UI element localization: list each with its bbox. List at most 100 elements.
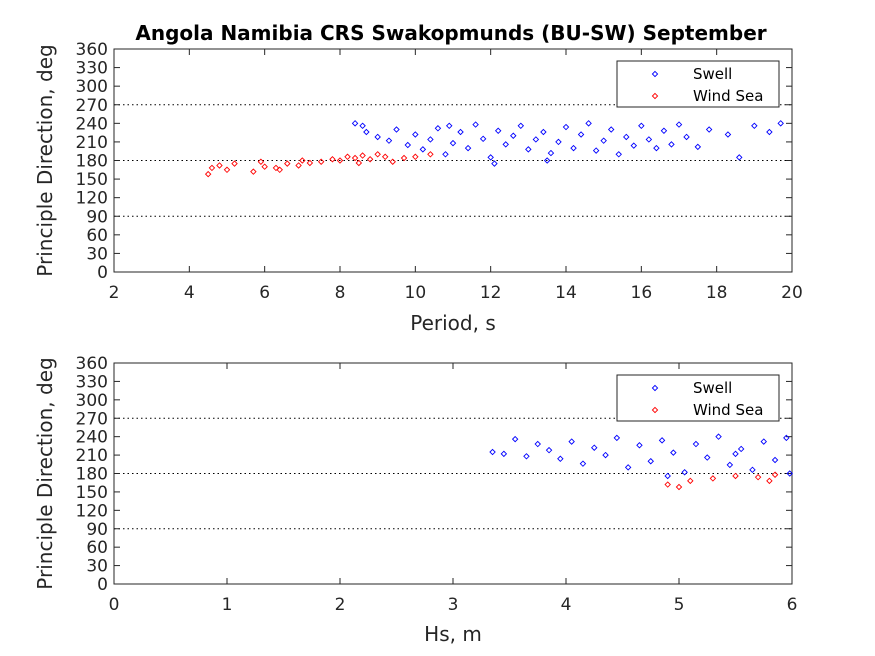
swell-point [511, 435, 519, 443]
swell-point [760, 438, 767, 445]
swell-point [705, 126, 713, 133]
swell-point [592, 147, 600, 154]
wind-sea-point [427, 151, 434, 158]
swell-point [766, 128, 773, 136]
wind-sea-point [231, 160, 238, 167]
wind-sea-point [351, 154, 359, 162]
swell-point [694, 143, 702, 151]
swell-point [579, 460, 587, 467]
x-axis-label: Hs, m [424, 622, 482, 646]
swell-point [464, 144, 472, 152]
wind-sea-point [208, 164, 216, 172]
wind-sea-point [732, 472, 739, 480]
swell-point [624, 464, 632, 471]
swell-point [724, 131, 732, 138]
y-tick-label: 270 [76, 409, 108, 429]
swell-point [783, 434, 790, 442]
y-tick-label: 90 [86, 207, 108, 227]
y-tick-label: 330 [76, 372, 108, 392]
x-tick-label: 10 [405, 283, 427, 303]
swell-point [636, 442, 643, 449]
x-tick-label: 6 [787, 595, 798, 615]
y-tick-label: 360 [76, 40, 108, 60]
swell-point [525, 146, 532, 153]
swell-point [704, 454, 711, 461]
swell-point [442, 151, 449, 158]
wind-sea-point [261, 163, 268, 170]
swell-point [645, 136, 653, 143]
swell-point [502, 141, 509, 148]
swell-point [562, 123, 570, 131]
wind-sea-point [675, 483, 683, 491]
y-tick-label: 0 [97, 263, 108, 283]
swell-point [751, 122, 758, 130]
swell-point [479, 135, 487, 143]
swell-point [681, 469, 688, 476]
y-tick-label: 120 [76, 501, 108, 521]
swell-point [489, 448, 496, 456]
swell-point [630, 142, 638, 149]
swell-legend-marker [651, 70, 659, 78]
swell-point [737, 445, 745, 453]
wind-sea-point [299, 157, 306, 164]
y-tick-label: 120 [76, 189, 108, 209]
y-tick-label: 300 [76, 391, 108, 411]
wind-sea-point [766, 477, 773, 485]
swell-point [638, 122, 645, 130]
swell-point [419, 146, 427, 153]
legend-label: Swell [693, 379, 732, 397]
swell-point [517, 122, 525, 130]
wind-sea-point [374, 151, 381, 158]
y-tick-label: 270 [76, 96, 108, 116]
swell-point [385, 137, 393, 144]
swell-point [786, 470, 793, 477]
swell-point [683, 133, 690, 141]
swell-point [568, 438, 575, 445]
swell-point [445, 122, 453, 130]
swell-point [653, 144, 660, 152]
swell-point [726, 461, 734, 469]
swell-point [670, 449, 677, 456]
x-tick-label: 12 [480, 283, 502, 303]
wind-sea-point [336, 157, 344, 164]
swell-point [664, 472, 671, 480]
wind-sea-legend-marker [651, 406, 659, 414]
wind-sea-point [412, 153, 419, 161]
swell-point [602, 451, 609, 459]
y-tick-label: 360 [76, 354, 108, 374]
wind-sea-point [223, 166, 231, 174]
y-tick-label: 60 [86, 538, 108, 558]
x-axis-label: Period, s [410, 311, 496, 335]
wind-sea-point [250, 168, 257, 175]
y-tick-label: 180 [76, 465, 108, 485]
wind-sea-point [359, 152, 366, 159]
x-tick-label: 2 [335, 595, 346, 615]
swell-point [500, 450, 508, 458]
y-axis-label: Principle Direction, deg [33, 357, 57, 589]
swell-point [532, 136, 540, 143]
swell-point [607, 126, 615, 133]
wind-sea-point [664, 481, 671, 488]
swell-point [491, 160, 498, 167]
swell-point [374, 133, 381, 141]
wind-sea-point [381, 153, 389, 161]
wind-sea-point [306, 159, 314, 167]
wind-sea-point [216, 162, 223, 169]
x-tick-label: 4 [561, 595, 572, 615]
wind-sea-point [366, 156, 374, 163]
y-tick-label: 0 [97, 575, 108, 595]
swell-point [547, 149, 555, 157]
swell-point [412, 131, 419, 138]
swell-point [668, 141, 675, 148]
wind-sea-point [284, 160, 291, 167]
x-tick-label: 8 [335, 283, 346, 303]
y-tick-label: 180 [76, 152, 108, 172]
y-axis-label: Principle Direction, deg [33, 44, 57, 276]
swell-point [359, 122, 366, 130]
swell-point [570, 144, 577, 152]
wind-sea-point [317, 158, 325, 165]
swell-point [427, 136, 434, 143]
swell-point [615, 151, 622, 158]
y-tick-label: 330 [76, 59, 108, 79]
swell-point [585, 120, 592, 127]
